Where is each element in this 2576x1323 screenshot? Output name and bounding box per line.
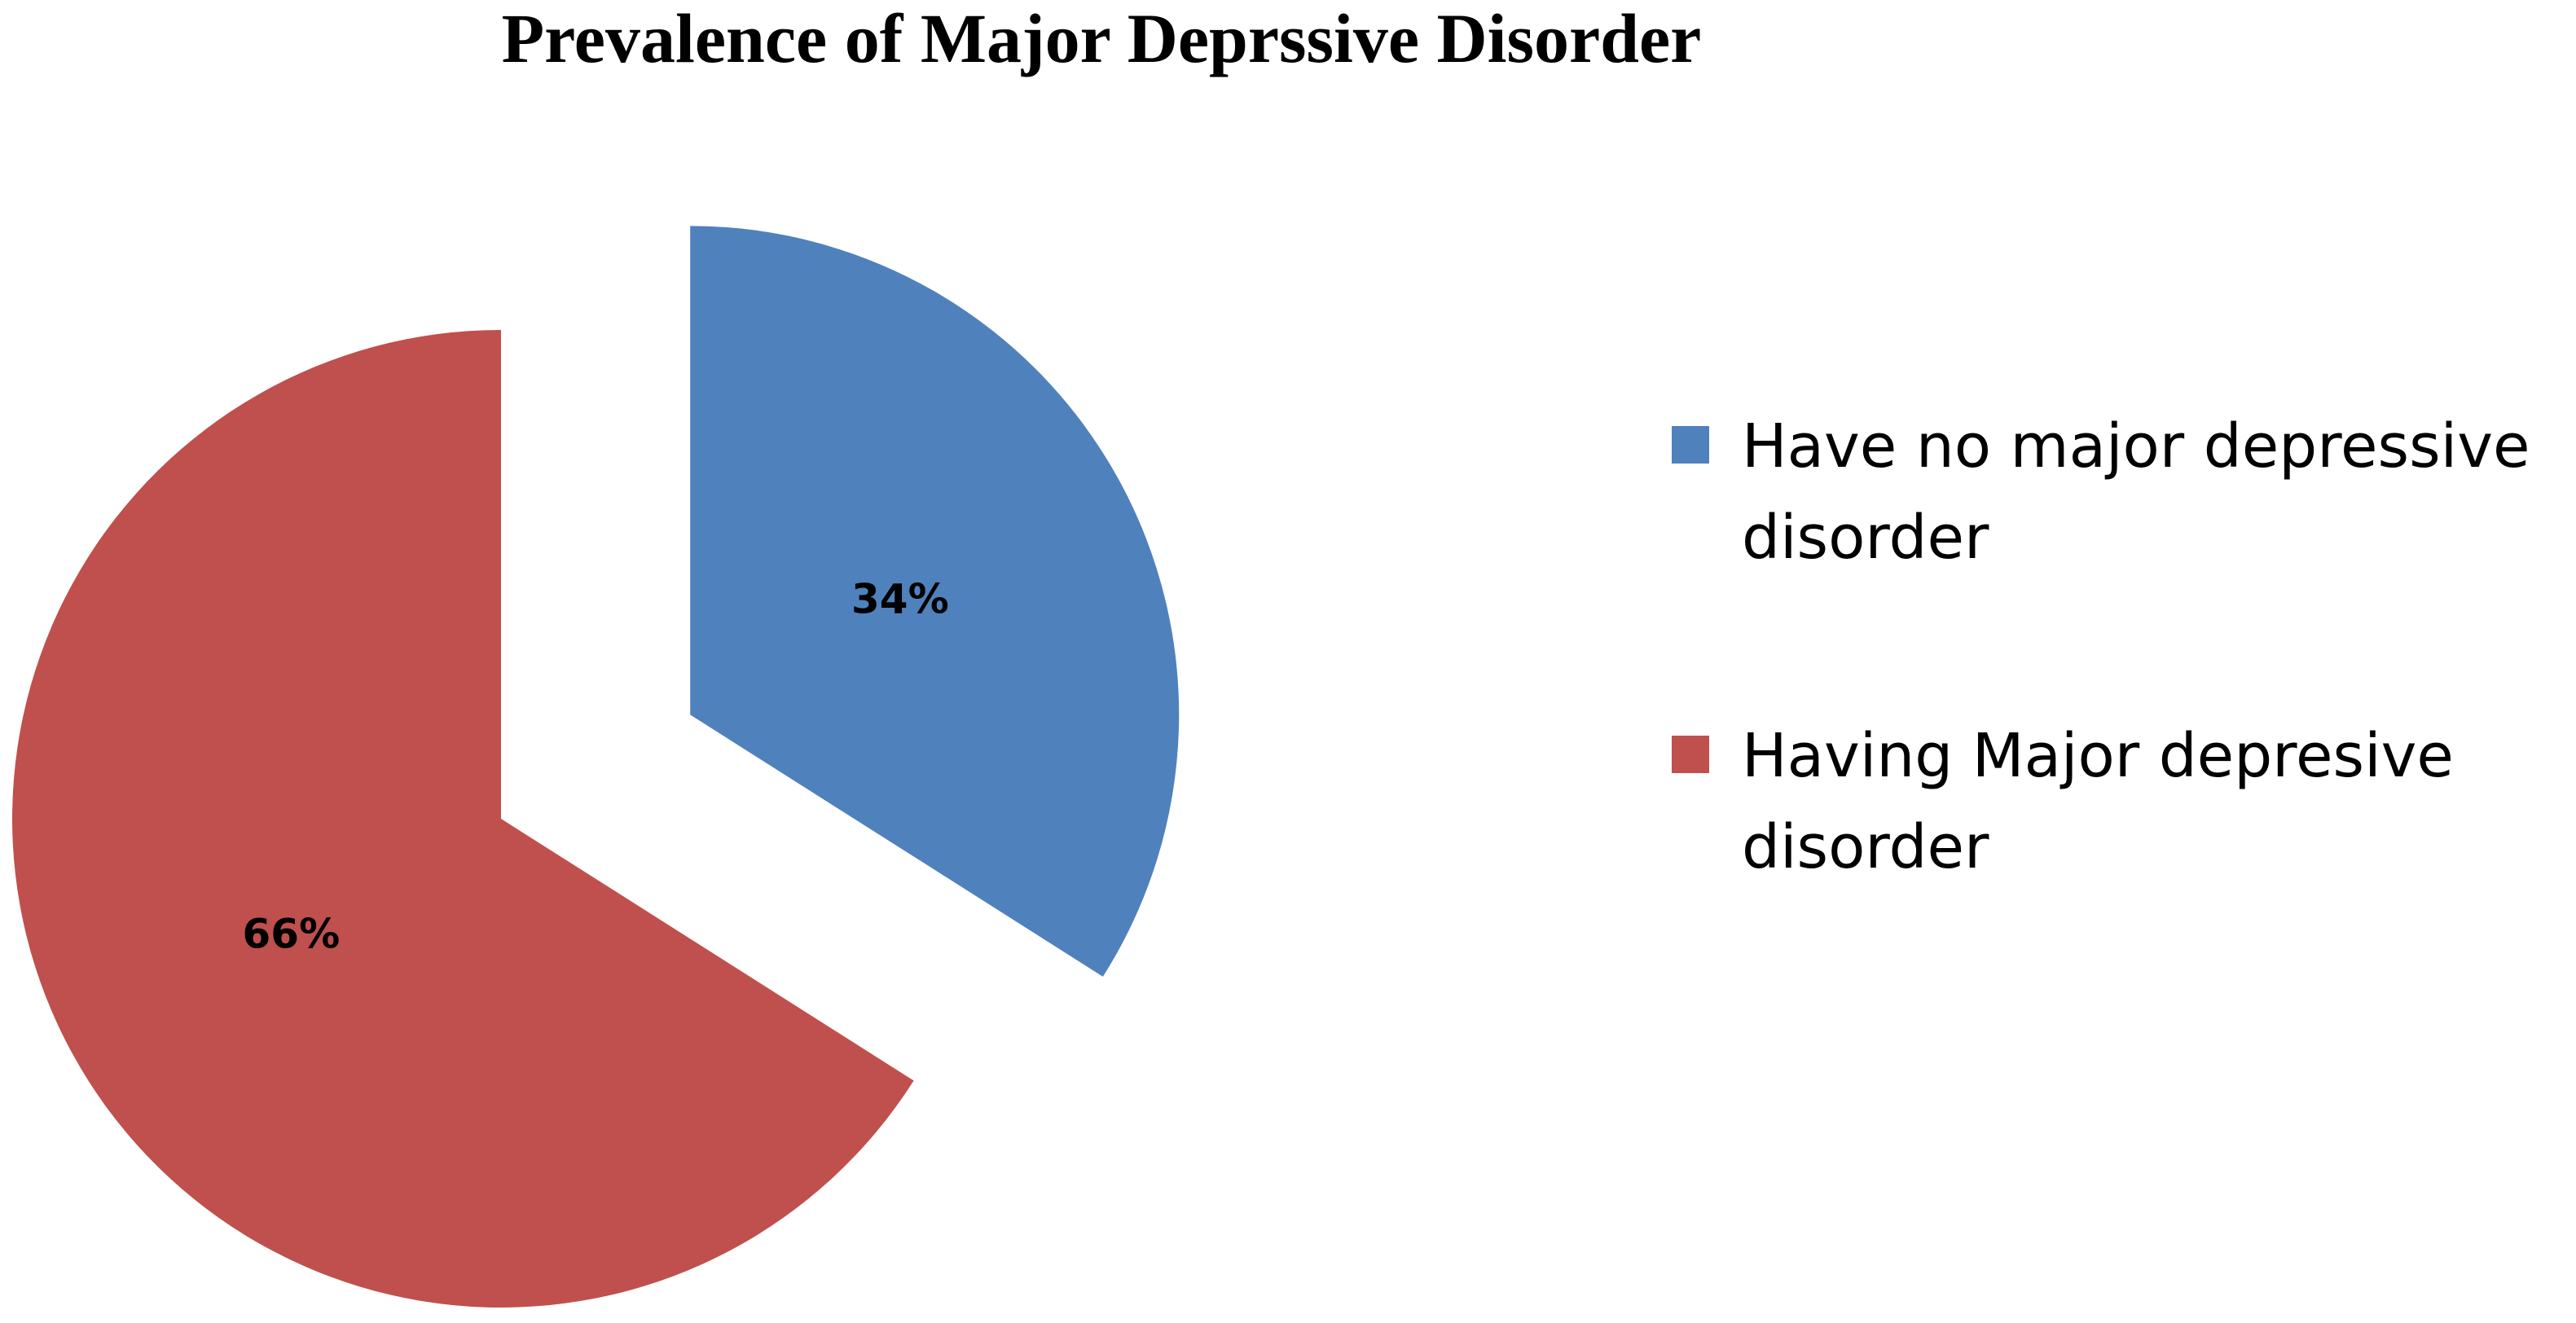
pie-data-label-1: 66% — [243, 911, 341, 958]
legend-label-0: Have no major depressive disorder — [1742, 411, 2530, 573]
legend-swatch-1 — [1672, 736, 1709, 773]
legend-label-line: disorder — [1742, 503, 1989, 573]
pie-slice-1 — [12, 330, 914, 1308]
chart-title: Prevalence of Major Deprssive Disorder — [502, 0, 1702, 77]
legend-label-line: Having Major depresive — [1742, 721, 2454, 791]
legend-swatch-0 — [1672, 426, 1709, 464]
legend-label-1: Having Major depresive disorder — [1742, 721, 2454, 882]
pie-data-label-0: 34% — [851, 576, 949, 623]
legend-label-line: Have no major depressive — [1742, 411, 2530, 481]
pie-data-labels: 34% 66% — [243, 576, 949, 958]
legend-label-line: disorder — [1742, 812, 1989, 882]
pie-slice-0 — [690, 226, 1180, 977]
pie-slices — [12, 226, 1180, 1308]
